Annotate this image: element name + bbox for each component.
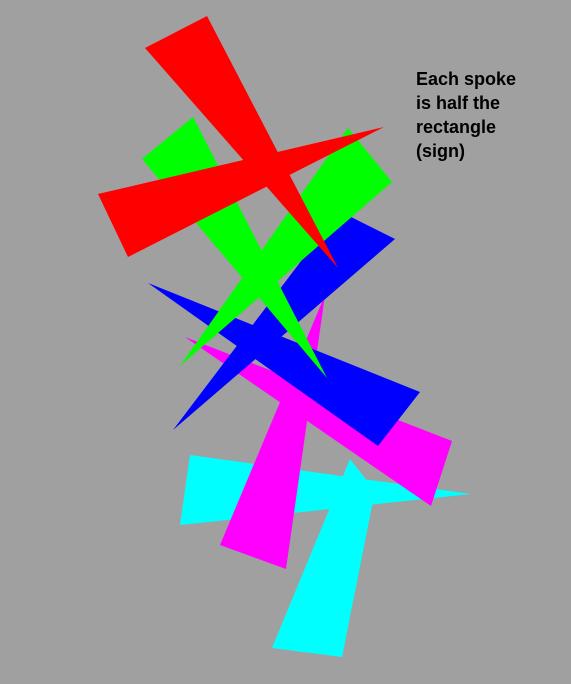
caption-line-3: rectangle (416, 117, 497, 137)
caption-line-1: Each spoke (416, 69, 517, 89)
red-sign (98, 16, 384, 268)
caption-line-4: (sign) (416, 141, 465, 161)
red-spoke-horizontal (98, 127, 384, 257)
caption-line-2: is half the (416, 93, 501, 113)
caption-note: Each spoke is half the rectangle (sign) (416, 67, 566, 163)
cyan-spoke-vertical (272, 459, 375, 657)
green-spoke-right (180, 128, 392, 366)
red-spoke-diagonal (145, 16, 338, 268)
magenta-spoke-horizontal (185, 337, 452, 506)
